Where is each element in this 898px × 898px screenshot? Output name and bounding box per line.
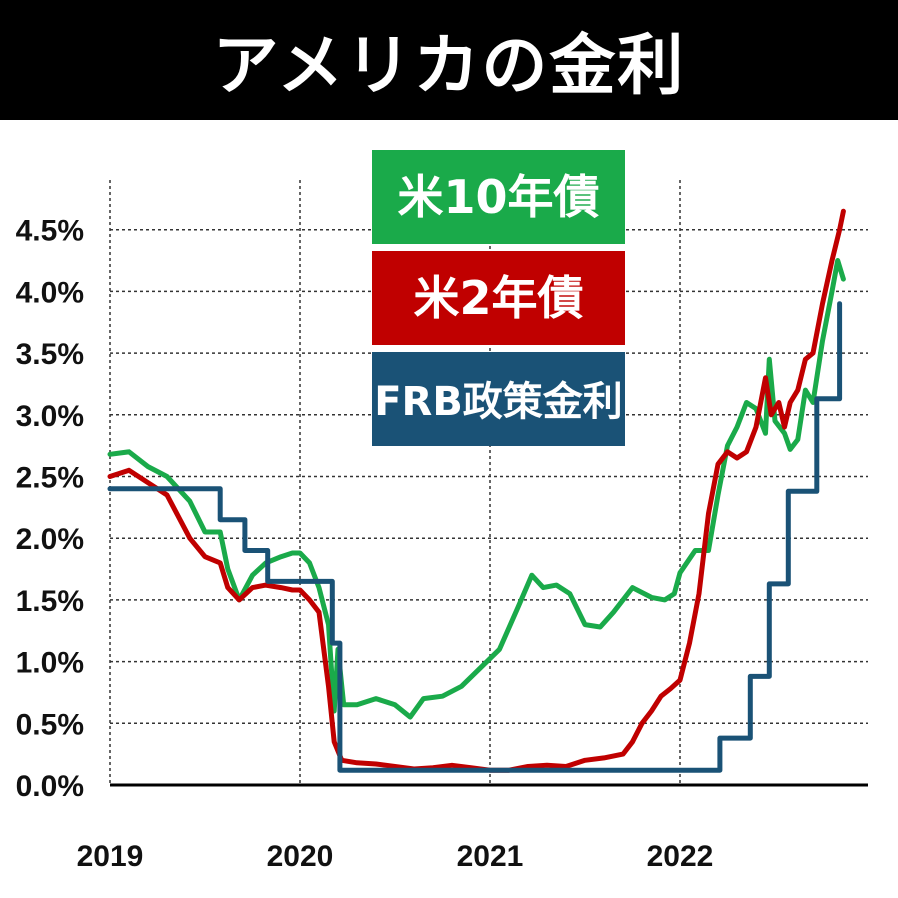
x-tick-label: 2022: [647, 840, 714, 873]
series-line-1: [107, 208, 846, 773]
y-tick-label: 0.0%: [16, 770, 84, 803]
y-tick-label: 3.0%: [16, 400, 84, 433]
x-tick-label: 2021: [457, 840, 524, 873]
grid-layer: [109, 180, 868, 785]
legend-box: [372, 150, 625, 244]
y-tick-labels: 4.5% 4.0% 3.5% 3.0% 2.5% 2.0% 1.5% 1.0% 0.5% 0.0%: [16, 215, 84, 803]
rate-chart: 4.5% 4.0% 3.5% 3.0% 2.5% 2.0% 1.5% 1.0% 0.5% 0.0%…: [16, 150, 868, 873]
legend-box: [372, 251, 625, 345]
x-tick-label: 2019: [77, 840, 144, 873]
y-tick-label: 4.5%: [16, 215, 84, 248]
y-tick-label: 1.0%: [16, 647, 84, 680]
y-tick-label: 2.0%: [16, 523, 84, 556]
y-tick-label: 4.0%: [16, 276, 84, 309]
legend-label: 米2年債: [413, 271, 583, 325]
legend-label: FRB政策金利: [374, 379, 623, 425]
y-tick-label: 1.5%: [16, 585, 84, 618]
y-tick-label: 0.5%: [16, 708, 84, 741]
title-bar: アメリカの金利: [0, 0, 898, 120]
y-tick-label: 2.5%: [16, 462, 84, 495]
page-title: アメリカの金利: [212, 27, 686, 104]
legend-label: 米10年債: [397, 170, 599, 224]
x-tick-labels: 2019 2020 2021 2022: [77, 840, 714, 873]
y-tick-label: 3.5%: [16, 338, 84, 371]
legend-box: [372, 352, 625, 446]
series-layer: [107, 208, 846, 773]
series-line-2: [107, 301, 843, 773]
x-tick-label: 2020: [267, 840, 334, 873]
